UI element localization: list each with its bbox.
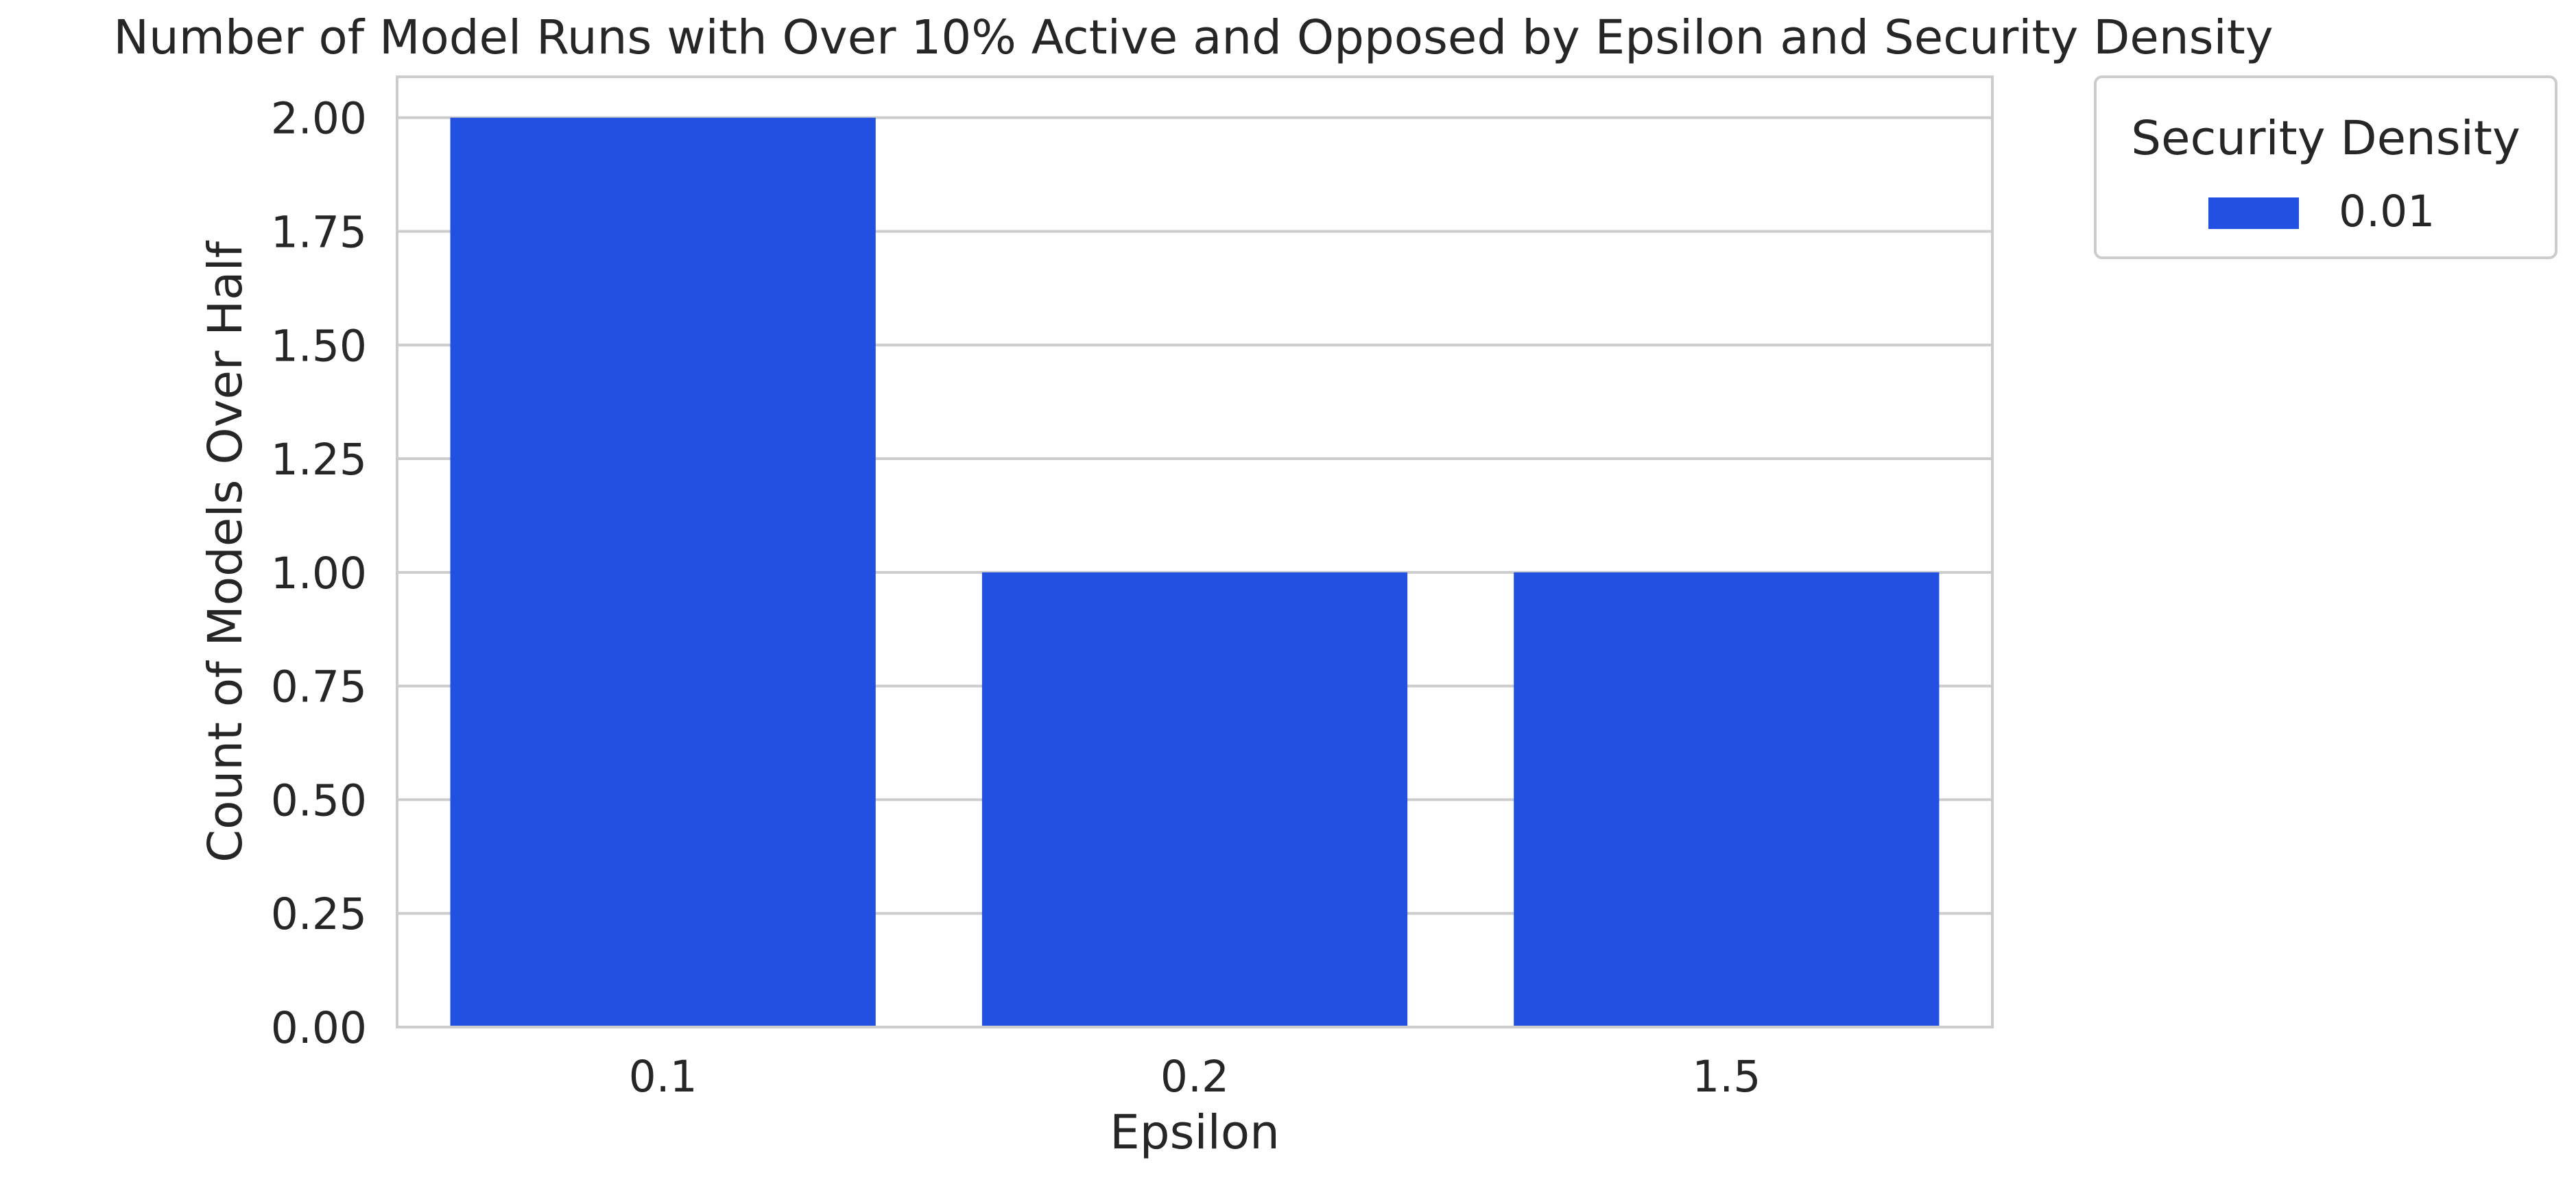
bar-0.2 [981,572,1408,1027]
legend-frame [2094,75,2557,259]
y-tick-label: 1.75 [271,207,367,257]
bar-0.1 [450,117,876,1027]
y-tick-label: 0.00 [271,1003,367,1053]
bar-1.5 [1514,572,1940,1027]
chart-title: Number of Model Runs with Over 10% Activ… [113,10,2273,65]
legend-swatch [2208,197,2299,229]
x-tick-labels: 0.1 0.2 1.5 [629,1052,1761,1102]
legend-title: Security Density [2131,111,2520,166]
x-tick-label: 0.2 [1160,1052,1229,1102]
y-tick-label: 0.25 [271,889,367,939]
y-axis-label: Count of Models Over Half [198,240,253,863]
bars [450,117,1940,1027]
y-tick-label: 2.00 [271,94,367,144]
x-tick-label: 0.1 [629,1052,697,1102]
y-tick-label: 0.75 [271,662,367,712]
x-axis-label: Epsilon [1110,1105,1280,1160]
y-tick-label: 1.50 [271,321,367,371]
y-tick-label: 1.25 [271,435,367,485]
y-tick-label: 1.00 [271,548,367,599]
y-tick-labels: 0.00 0.25 0.50 0.75 1.00 1.25 1.50 1.75 2.00 [271,94,367,1053]
legend-label: 0.01 [2339,186,2435,237]
y-tick-label: 0.50 [271,775,367,825]
plot-frame [396,75,1994,1028]
legend: Security Density 0.01 [2094,75,2557,259]
x-tick-label: 1.5 [1692,1052,1761,1102]
